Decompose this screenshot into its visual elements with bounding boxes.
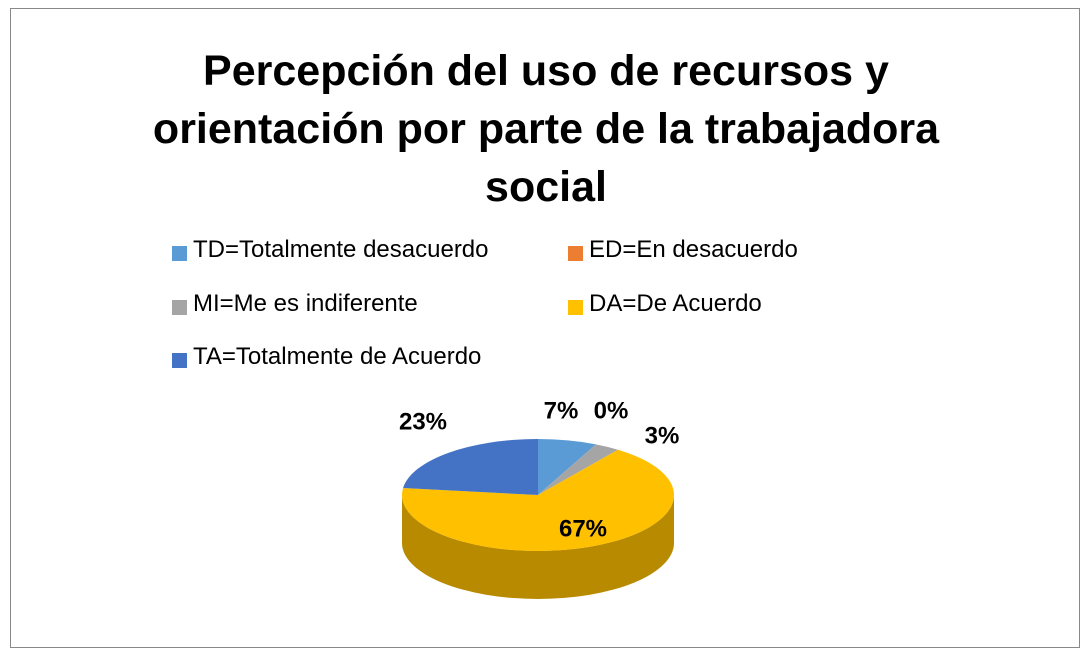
legend-label: TA=Totalmente de Acuerdo [193, 343, 482, 370]
legend-label: DA=De Acuerdo [589, 290, 762, 317]
data-label: 67% [559, 515, 607, 542]
legend-item: MI=Me es indiferente [172, 290, 418, 318]
legend-swatch [568, 299, 583, 315]
legend-item: ED=En desacuerdo [568, 236, 798, 264]
pie-slice [402, 449, 674, 551]
pie-slice [538, 444, 618, 495]
data-label: 3% [645, 422, 680, 449]
pie-side [402, 495, 674, 599]
legend-swatch [568, 245, 583, 261]
data-label: 23% [399, 408, 447, 435]
data-label: 0% [594, 397, 629, 424]
legend-swatch [172, 352, 187, 368]
chart-title: Percepción del uso de recursos y orienta… [152, 47, 940, 211]
legend-label: MI=Me es indiferente [193, 290, 418, 317]
legend-item: DA=De Acuerdo [568, 290, 762, 318]
legend-item: TD=Totalmente desacuerdo [172, 236, 489, 264]
legend-swatch [172, 245, 187, 261]
legend-label: TD=Totalmente desacuerdo [193, 236, 489, 263]
pie-slice [538, 439, 596, 495]
legend-item: TA=Totalmente de Acuerdo [172, 343, 481, 371]
legend-swatch [172, 299, 187, 315]
data-label: 7% [544, 397, 579, 424]
legend-label: ED=En desacuerdo [589, 236, 798, 263]
pie-slice [403, 439, 538, 495]
